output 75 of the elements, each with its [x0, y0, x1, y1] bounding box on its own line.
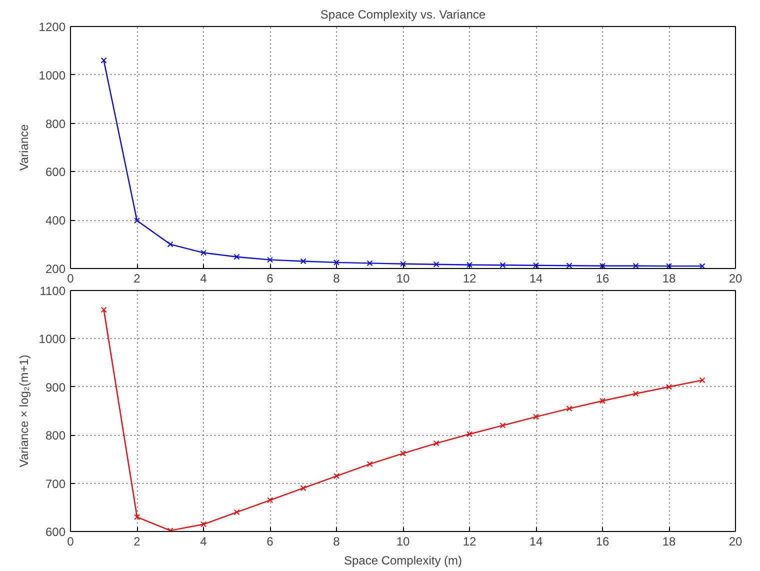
x-tick-label: 10	[396, 534, 410, 548]
x-tick-label: 2	[134, 534, 141, 548]
point	[433, 261, 440, 268]
point	[600, 398, 606, 404]
point	[466, 431, 472, 438]
chart-title: Space Complexity vs. Variance	[320, 8, 486, 22]
x-tick-label: 10	[396, 272, 410, 286]
x-tick-label: 20	[728, 272, 742, 286]
y-tick-label: 1000	[38, 332, 66, 346]
x-tick-label: 18	[662, 534, 676, 548]
point	[100, 57, 107, 64]
point	[400, 260, 406, 267]
y-tick-label: 800	[45, 428, 66, 443]
point	[100, 306, 107, 313]
x-tick-label: 16	[596, 272, 610, 286]
point	[366, 461, 373, 467]
x-tick-label: 2	[134, 272, 141, 286]
x-tick-label: 14	[529, 534, 543, 548]
y-tick-label: 400	[45, 214, 66, 228]
point	[366, 260, 373, 266]
y-tick-label: 900	[45, 380, 66, 394]
x-tick-label: 16	[596, 534, 610, 548]
x-tick-label: 0	[67, 272, 74, 286]
y-tick-label: 800	[45, 116, 66, 131]
point	[466, 262, 472, 268]
x-tick-label: 18	[662, 272, 676, 286]
point	[666, 263, 672, 268]
y-tick-label: 600	[45, 525, 66, 539]
point	[134, 514, 140, 520]
x-tick-label: 12	[462, 272, 476, 286]
point	[632, 262, 639, 268]
point	[200, 521, 206, 528]
point	[632, 390, 639, 397]
point	[334, 473, 340, 480]
x-axis-title: Space Complexity (m)	[344, 554, 462, 568]
x-tick-label: 0	[67, 534, 74, 548]
x-tick-label: 14	[529, 272, 543, 286]
point	[200, 250, 206, 256]
y-tick-label: 700	[45, 476, 66, 491]
point	[134, 218, 140, 224]
point	[533, 262, 539, 268]
y-axis-title: Variance × log₂(m+1)	[16, 354, 31, 468]
y-tick-label: 200	[45, 262, 66, 276]
point	[566, 406, 572, 412]
x-tick-label: 6	[266, 534, 274, 548]
x-tick-label: 20	[728, 534, 742, 548]
point	[500, 262, 506, 268]
point	[699, 377, 706, 384]
point	[234, 509, 240, 516]
point	[400, 450, 406, 456]
point	[533, 414, 539, 420]
x-tick-label: 12	[462, 534, 476, 548]
point	[167, 241, 174, 248]
y-tick-label: 1200	[38, 20, 66, 34]
x-tick-label: 4	[200, 272, 208, 286]
y-tick-label: 1000	[38, 68, 66, 82]
point	[300, 485, 306, 492]
point	[267, 497, 273, 504]
x-tick-label: 6	[266, 272, 274, 286]
x-tick-label: 8	[333, 272, 340, 286]
y-tick-label: 600	[45, 165, 66, 180]
x-tick-label: 4	[200, 534, 208, 548]
point	[300, 258, 306, 264]
point	[566, 262, 572, 268]
point	[699, 263, 706, 268]
point	[666, 384, 672, 390]
point	[267, 256, 273, 263]
point	[334, 259, 340, 266]
y-tick-label: 1100	[40, 284, 66, 298]
x-tick-label: 8	[333, 534, 340, 548]
point	[433, 440, 440, 446]
point	[600, 262, 606, 268]
y-axis-title: Variance	[16, 124, 31, 171]
point	[234, 254, 240, 260]
point	[500, 422, 506, 428]
